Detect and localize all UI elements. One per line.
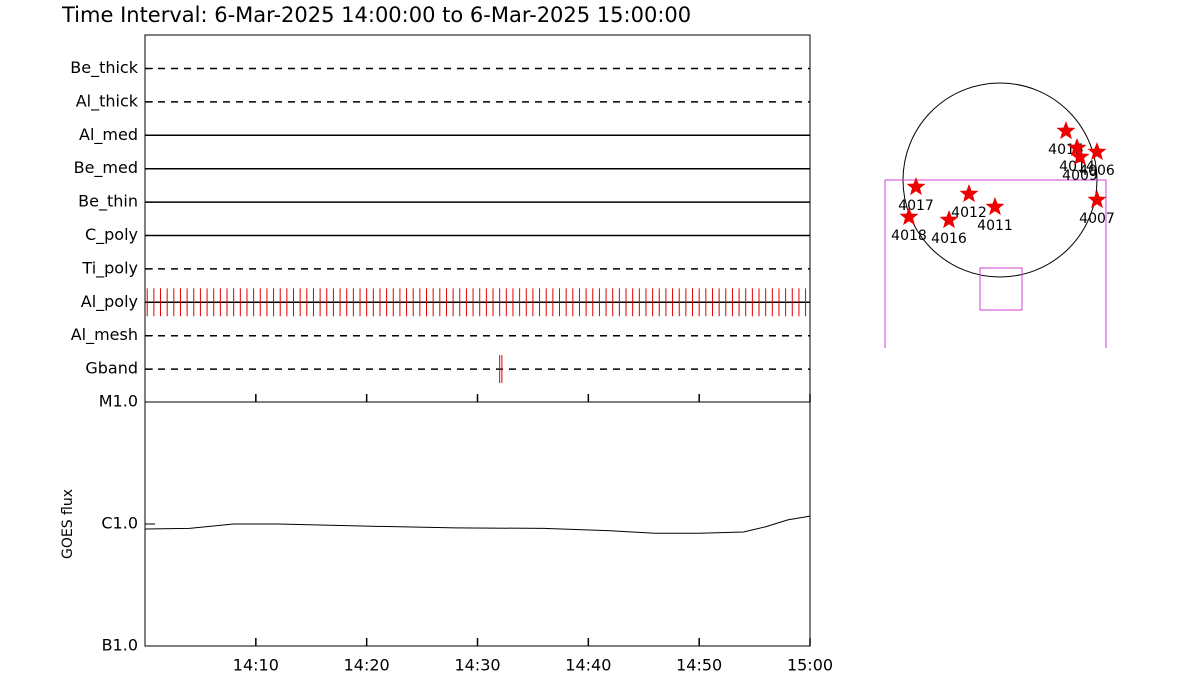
x-tick-label: 14:10 — [233, 656, 279, 675]
region-label: 4018 — [891, 228, 927, 244]
region-label: 4011 — [977, 218, 1013, 234]
fov-box — [979, 267, 1023, 311]
y-tick-label: C1.0 — [101, 514, 138, 533]
region-label: 4007 — [1079, 211, 1115, 227]
active-region — [959, 184, 979, 203]
y-axis-label: GOES flux — [60, 489, 76, 559]
goes-curve — [144, 515, 811, 534]
region-label: 4014 — [1059, 159, 1095, 175]
row-label: Be_med — [74, 158, 138, 178]
active-region — [939, 210, 959, 229]
row-label: Gband — [85, 359, 138, 378]
row-label: Al_poly — [81, 292, 138, 312]
active-region — [985, 197, 1005, 216]
row-label: Al_mesh — [71, 325, 138, 345]
x-tick-label: 14:20 — [344, 656, 390, 675]
y-tick-label: M1.0 — [99, 392, 138, 411]
active-region — [1087, 190, 1107, 209]
region-label: 4012 — [951, 205, 987, 221]
active-region — [1087, 142, 1107, 161]
x-tick-label: 14:50 — [676, 656, 722, 675]
title: Time Interval: 6-Mar-2025 14:00:00 to 6-… — [61, 3, 691, 27]
row-label: Al_med — [79, 125, 138, 145]
region-label: 4009 — [1062, 168, 1098, 184]
row-label: Al_thick — [76, 91, 139, 111]
active-region — [1056, 121, 1076, 140]
region-label: 4017 — [898, 198, 934, 214]
row-label: C_poly — [85, 225, 138, 245]
region-label: 4016 — [931, 231, 967, 247]
active-region — [1067, 138, 1087, 157]
region-label: 4006 — [1079, 163, 1115, 179]
row-label: Be_thick — [70, 58, 138, 78]
x-tick-label: 15:00 — [787, 656, 833, 675]
row-label: Be_thin — [78, 192, 138, 212]
row-label: Ti_poly — [81, 258, 138, 278]
active-region — [906, 177, 926, 196]
x-tick-label: 14:40 — [565, 656, 611, 675]
active-region — [899, 207, 919, 226]
active-region — [1070, 147, 1090, 166]
fov-box — [884, 179, 1107, 348]
x-tick-label: 14:30 — [454, 656, 500, 675]
timeline-frame — [144, 34, 811, 403]
y-tick-label: B1.0 — [102, 636, 138, 655]
